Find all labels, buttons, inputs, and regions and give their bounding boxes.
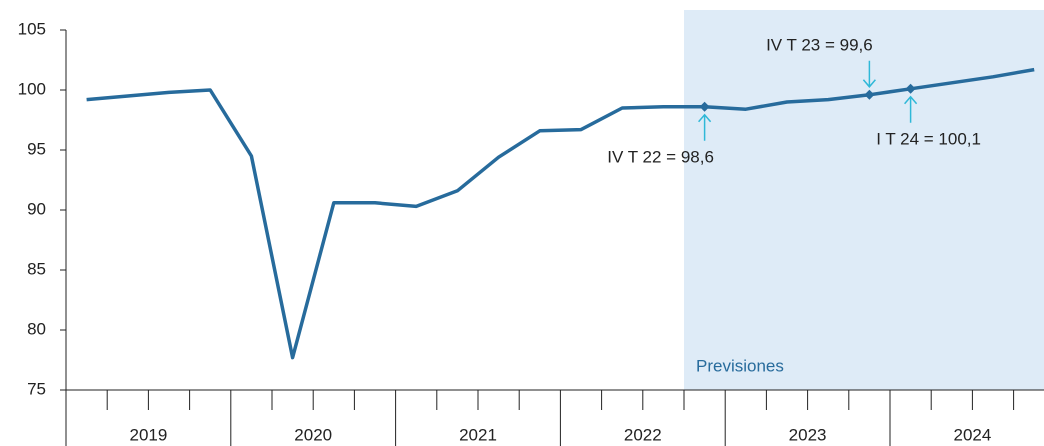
year-label: 2021 (459, 425, 497, 444)
y-tick-label: 100 (18, 79, 46, 98)
year-label: 2019 (129, 425, 167, 444)
y-tick-label: 75 (27, 379, 46, 398)
annotation-text: I T 24 = 100,1 (876, 129, 981, 148)
y-tick-label: 85 (27, 259, 46, 278)
annotation-text: IV T 23 = 99,6 (766, 35, 873, 54)
year-label: 2023 (789, 425, 827, 444)
y-tick-label: 105 (18, 19, 46, 38)
annotation-arrow (904, 95, 918, 123)
point-marker (699, 101, 710, 112)
annotation-arrow (698, 113, 712, 141)
year-label: 2022 (624, 425, 662, 444)
series-line (86, 67, 1035, 360)
point-marker (864, 89, 875, 100)
point-marker (905, 83, 916, 94)
forecast-area (684, 10, 1044, 390)
year-label: 2024 (953, 425, 991, 444)
annotation-arrow (862, 60, 876, 88)
y-tick-label: 90 (27, 199, 46, 218)
y-tick-label: 80 (27, 319, 46, 338)
year-label: 2020 (294, 425, 332, 444)
annotation-text: IV T 22 = 98,6 (607, 147, 714, 166)
forecast-label: Previsiones (696, 356, 784, 375)
y-tick-label: 95 (27, 139, 46, 158)
